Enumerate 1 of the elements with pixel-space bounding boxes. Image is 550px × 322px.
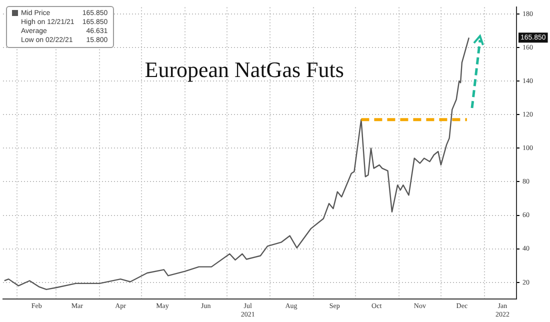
text: European NatGas Futs [144, 56, 344, 82]
